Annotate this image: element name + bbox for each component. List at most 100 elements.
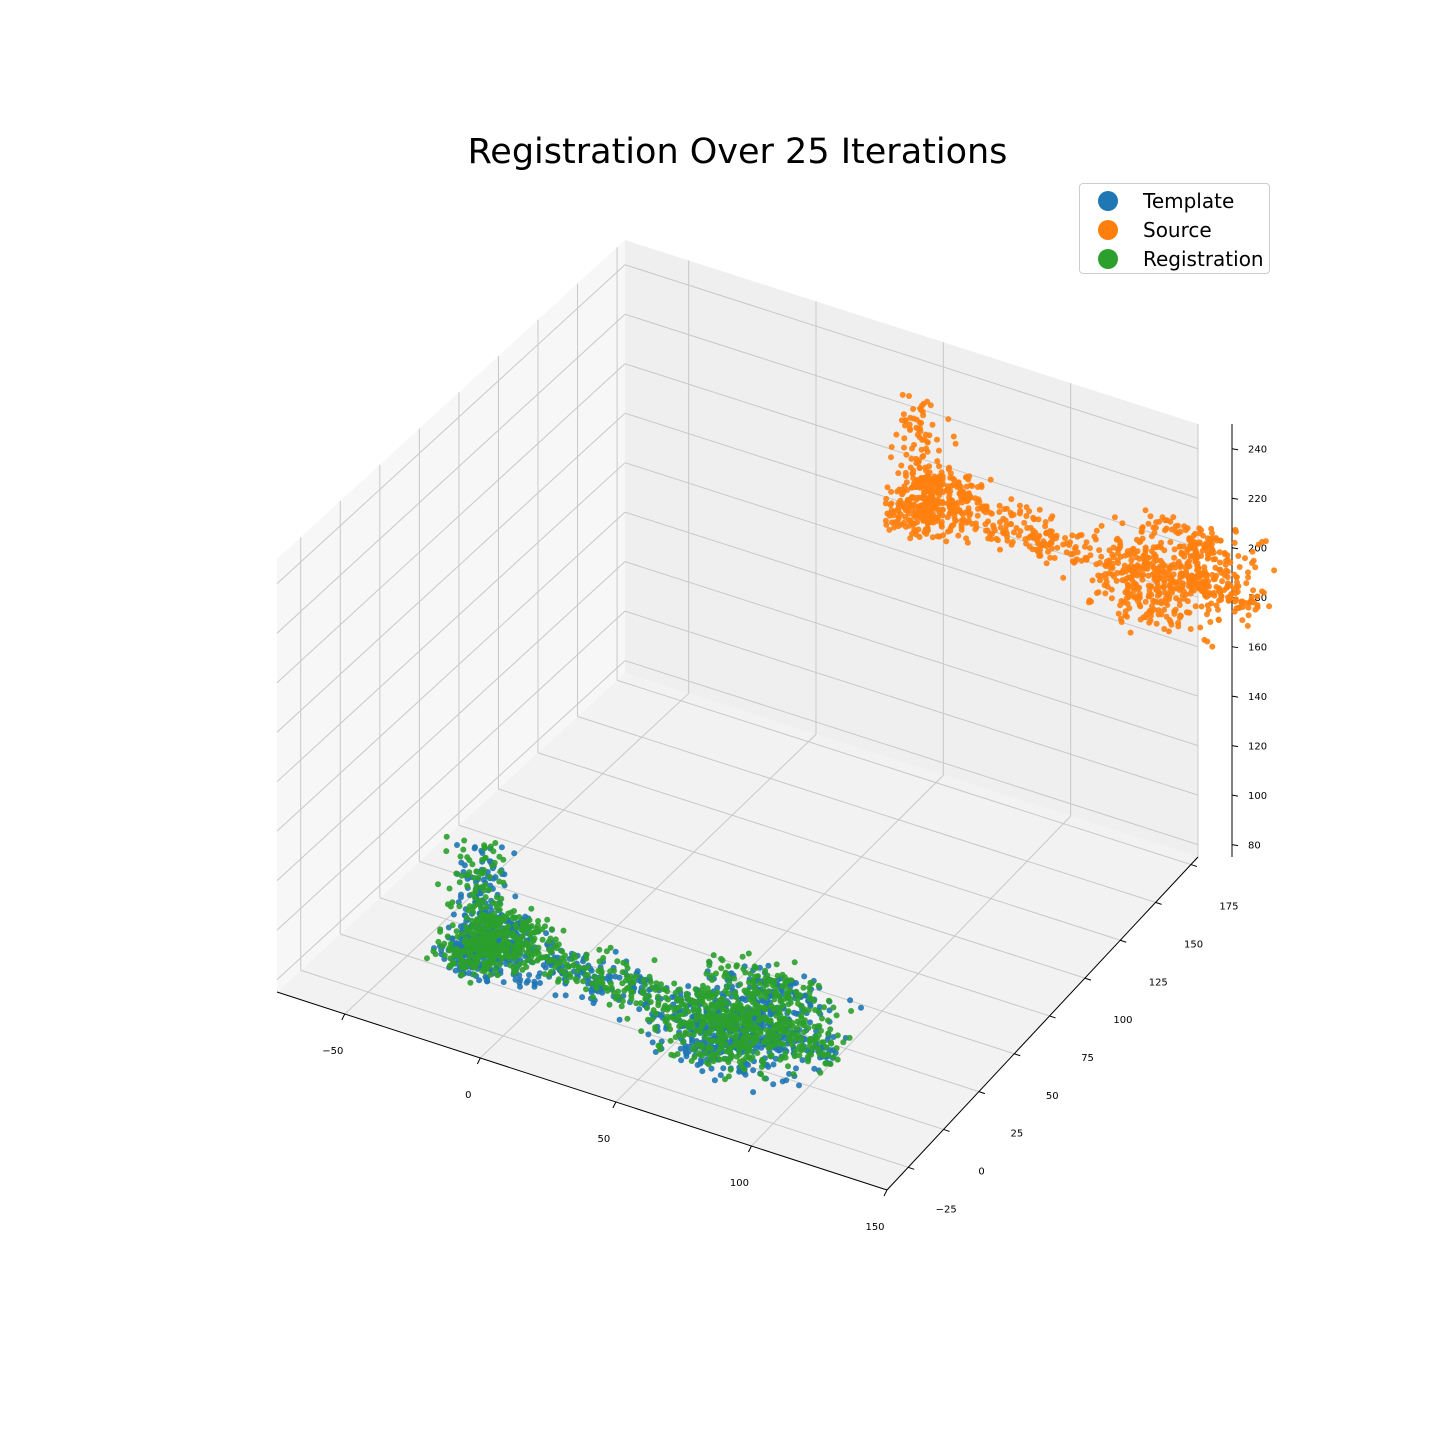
point-template (454, 842, 460, 848)
point-source (952, 516, 958, 523)
point-registration (542, 923, 548, 930)
point-template (793, 1065, 799, 1072)
point-source (947, 488, 954, 495)
point-source (1174, 522, 1181, 529)
point-source (924, 398, 931, 405)
point-source (906, 522, 913, 529)
point-registration (739, 953, 746, 960)
point-registration (430, 948, 437, 955)
point-source (1087, 552, 1094, 559)
point-registration (756, 980, 763, 987)
point-source (1047, 532, 1054, 539)
point-source (1148, 591, 1155, 598)
point-registration (479, 856, 486, 863)
point-registration (766, 1028, 772, 1035)
point-source (989, 530, 995, 537)
point-source (1167, 586, 1174, 593)
point-registration (777, 1056, 784, 1063)
point-registration (486, 873, 493, 880)
y-tick-label: 150 (1184, 939, 1203, 950)
point-source (1207, 535, 1214, 542)
point-registration (482, 894, 489, 901)
point-registration (535, 918, 542, 924)
point-registration (500, 945, 507, 952)
point-source (920, 453, 927, 459)
point-registration (513, 924, 520, 931)
point-registration (784, 993, 791, 1000)
point-source (944, 514, 951, 521)
point-registration (458, 931, 465, 937)
point-registration (471, 971, 478, 978)
point-source (1198, 603, 1205, 610)
point-template (512, 893, 519, 900)
point-registration (618, 1003, 625, 1010)
point-source (1150, 559, 1157, 566)
point-template (858, 1004, 864, 1011)
point-source (1157, 557, 1164, 564)
point-source (1136, 601, 1143, 608)
point-source (926, 469, 933, 476)
floor-pane (277, 673, 1198, 1190)
point-source (1204, 602, 1211, 609)
point-template (799, 1057, 806, 1064)
back-pane (625, 240, 1198, 857)
grid-line-y-floor (616, 679, 1192, 866)
point-registration (494, 972, 501, 979)
point-registration (456, 903, 463, 910)
point-template (796, 1082, 802, 1089)
z-tick-label: 200 (1248, 544, 1267, 555)
point-registration (444, 933, 451, 940)
point-registration (812, 1037, 819, 1044)
point-registration (791, 1051, 798, 1058)
point-source (1201, 564, 1208, 571)
point-registration (763, 994, 769, 1001)
point-source (1163, 613, 1170, 620)
point-source (1152, 553, 1159, 560)
point-registration (680, 1039, 687, 1046)
point-template (512, 976, 519, 983)
point-source (1223, 567, 1230, 574)
point-source (1212, 556, 1219, 563)
point-registration (526, 917, 533, 924)
point-registration (641, 982, 648, 988)
point-registration (806, 1038, 813, 1045)
point-source (938, 519, 945, 525)
point-registration (710, 1058, 717, 1065)
point-registration (662, 994, 669, 1001)
point-registration (596, 946, 603, 953)
point-template (458, 891, 464, 898)
point-source (1117, 553, 1124, 560)
point-source (1150, 544, 1157, 551)
point-source (935, 514, 941, 521)
point-registration (466, 942, 473, 949)
point-source (1140, 571, 1147, 578)
point-registration (505, 910, 512, 917)
point-source (975, 505, 981, 512)
point-source (1011, 529, 1017, 536)
point-registration (834, 1032, 841, 1039)
point-registration (471, 934, 478, 941)
point-registration (475, 959, 481, 966)
point-source (1153, 585, 1160, 592)
legend-label-source: Source (1143, 218, 1212, 242)
point-source (1118, 619, 1125, 625)
point-source (910, 470, 916, 477)
point-template (778, 1045, 785, 1052)
point-registration (446, 947, 453, 954)
point-registration (752, 1000, 759, 1007)
legend-item-template: Template (1098, 188, 1234, 214)
point-source (1249, 548, 1256, 555)
point-registration (492, 967, 499, 973)
point-source (962, 509, 969, 516)
point-source (1177, 612, 1184, 619)
legend-item-registration: Registration (1098, 246, 1264, 272)
point-registration (608, 984, 615, 991)
point-template (677, 1045, 684, 1052)
point-source (1170, 514, 1177, 521)
point-registration (481, 845, 488, 852)
point-source (1160, 563, 1166, 570)
point-template (579, 994, 586, 1001)
point-source (1252, 606, 1259, 613)
point-registration (547, 969, 554, 975)
point-source (1159, 514, 1166, 521)
